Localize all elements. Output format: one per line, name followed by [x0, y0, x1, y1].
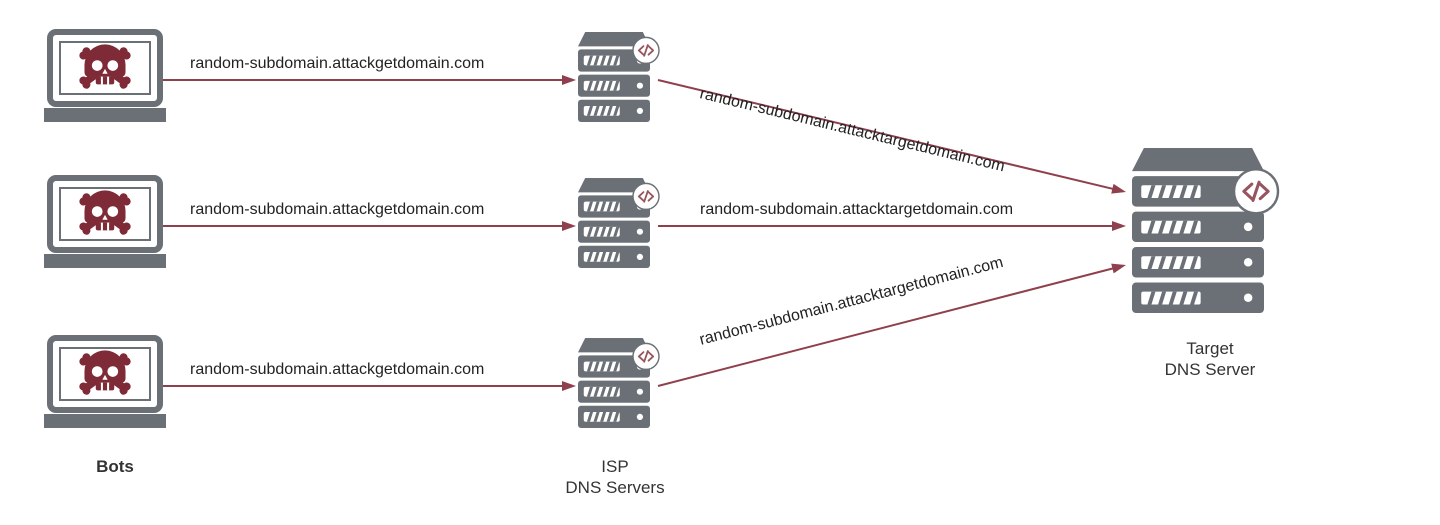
edge-label: random-subdomain.attackgetdomain.com — [190, 55, 484, 73]
edge-label: random-subdomain.attackgetdomain.com — [190, 361, 484, 379]
isp-label: ISP DNS Servers — [555, 456, 675, 499]
isp-server-icon — [578, 338, 659, 428]
code-badge-icon — [633, 37, 659, 63]
bot-laptop-icon — [44, 178, 166, 268]
edge-label: random-subdomain.attacktargetdomain.com — [700, 201, 1013, 219]
code-badge-icon — [1234, 169, 1278, 213]
code-badge-icon — [633, 343, 659, 369]
flow-arrow — [162, 221, 576, 231]
skull-icon — [78, 190, 132, 236]
bot-laptop-icon — [44, 338, 166, 428]
skull-icon — [78, 44, 132, 90]
flow-arrow — [658, 221, 1126, 231]
flow-arrow — [162, 75, 576, 85]
isp-server-icon — [578, 32, 659, 122]
bots-label: Bots — [85, 456, 145, 477]
diagram-svg — [0, 0, 1440, 525]
flow-arrow — [162, 381, 576, 391]
target-server-icon — [1132, 148, 1278, 313]
bot-laptop-icon — [44, 32, 166, 122]
target-label: Target DNS Server — [1145, 338, 1275, 381]
code-badge-icon — [633, 183, 659, 209]
skull-icon — [78, 350, 132, 396]
edge-label: random-subdomain.attackgetdomain.com — [190, 201, 484, 219]
diagram-stage: Bots ISP DNS Servers Target DNS Server rand… — [0, 0, 1440, 525]
isp-server-icon — [578, 178, 659, 268]
